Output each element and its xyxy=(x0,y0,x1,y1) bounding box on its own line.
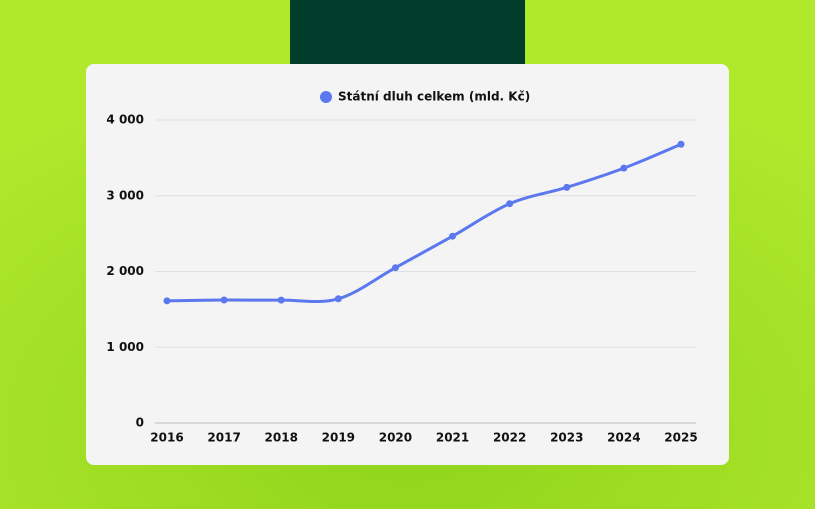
card xyxy=(86,64,729,465)
x-tick-label: 2018 xyxy=(265,431,298,445)
x-tick-label: 2019 xyxy=(322,431,355,445)
point xyxy=(449,232,457,240)
plot: 0 1 000 2 000 3 000 4 000 2016 2017 2018 2019 202… xyxy=(106,90,697,445)
x-tick-label: 2017 xyxy=(207,431,240,445)
point xyxy=(620,164,628,172)
point xyxy=(334,295,342,303)
line xyxy=(166,142,682,304)
y-tick-label: 2 000 xyxy=(106,264,144,278)
x-tick-label: 2024 xyxy=(607,431,640,445)
x-tick-label: 2021 xyxy=(436,431,469,445)
point xyxy=(677,140,685,148)
y-tick-label: 3 000 xyxy=(106,188,144,202)
point xyxy=(506,200,514,208)
y-tick-label: 0 xyxy=(136,416,144,430)
point xyxy=(563,183,571,191)
legend-label: Státní dluh celkem (mld. Kč) xyxy=(338,90,530,104)
header-block xyxy=(290,0,525,70)
x-tick-label: 2023 xyxy=(550,431,583,445)
x-tick-label: 2025 xyxy=(664,431,697,445)
point xyxy=(163,297,171,305)
x-tick-label: 2020 xyxy=(379,431,412,445)
y-tick-label: 1 000 xyxy=(106,340,144,354)
point xyxy=(220,296,228,304)
point xyxy=(391,264,399,272)
legend-marker xyxy=(320,91,332,103)
x-tick-label: 2016 xyxy=(150,431,183,445)
point xyxy=(277,296,285,304)
x-tick-label: 2022 xyxy=(493,431,526,445)
y-tick-label: 4 000 xyxy=(106,113,144,127)
